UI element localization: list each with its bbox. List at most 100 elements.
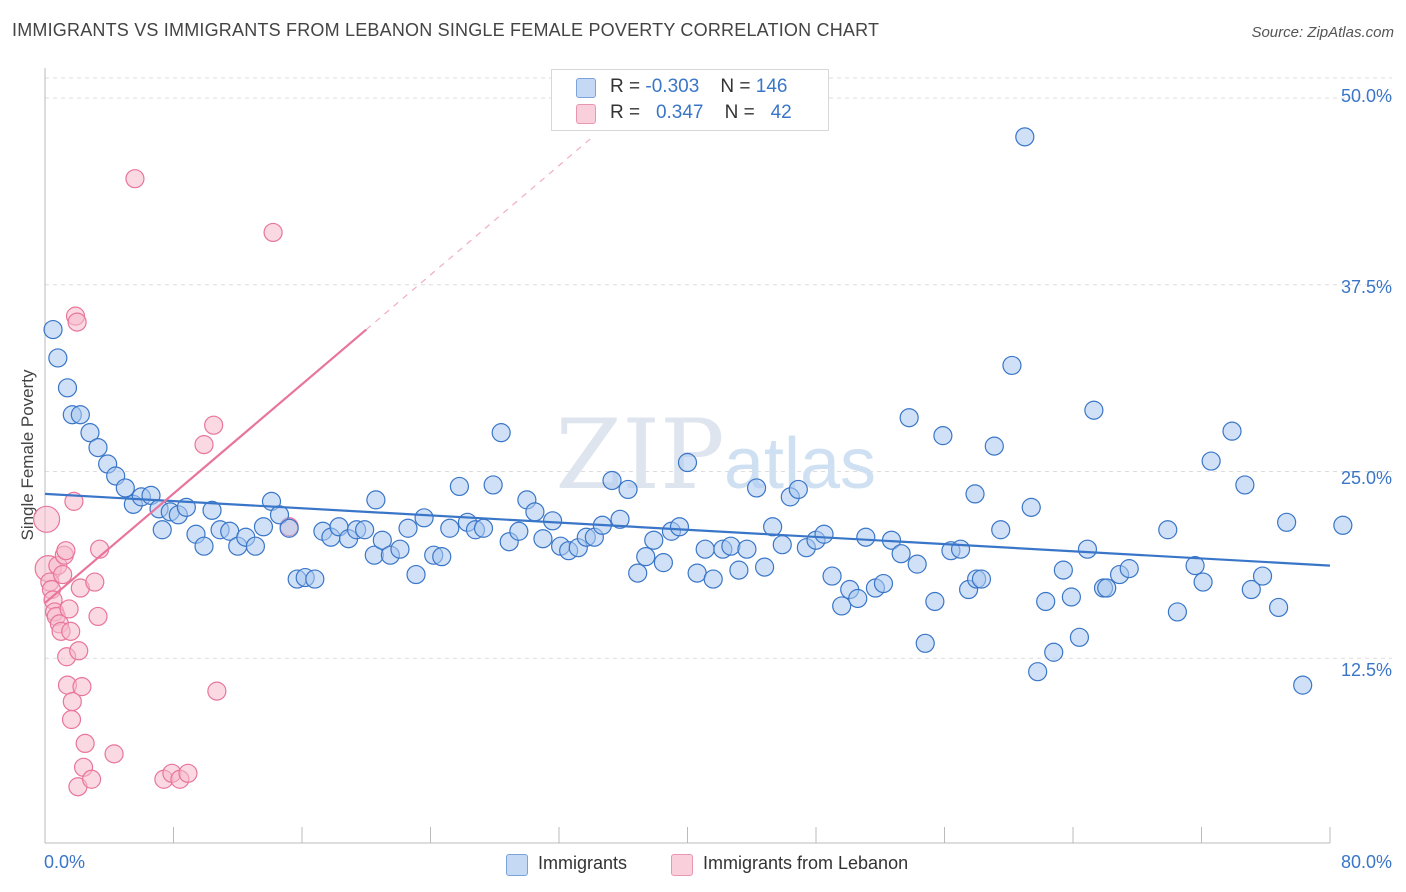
immigrants-point (814, 524, 834, 544)
y-tick-label: 37.5% (1340, 277, 1392, 297)
x-tick-label-min: 0.0% (44, 852, 86, 872)
immigrants-point (1044, 642, 1064, 662)
immigrants-point (907, 554, 927, 574)
immigrants-point (721, 536, 741, 556)
immigrants-point (1097, 578, 1117, 598)
immigrants-point (1002, 355, 1022, 376)
lebanon-point (75, 733, 95, 754)
immigrants-point (1185, 556, 1205, 576)
immigrants-point (48, 348, 68, 368)
legend-swatch-pink (671, 854, 693, 876)
trend-lines (44, 137, 1331, 604)
immigrants-point (269, 505, 290, 525)
immigrants-point (1193, 572, 1213, 592)
series-legend: Immigrants Immigrants from Lebanon (0, 852, 1406, 878)
immigrants-point (772, 535, 792, 555)
immigrants-point (1252, 566, 1273, 586)
immigrants-point (971, 569, 992, 589)
legend-label: Immigrants (538, 853, 628, 873)
immigrants-point (669, 517, 690, 537)
immigrants-point (925, 591, 945, 612)
legend-swatch-blue (506, 854, 528, 876)
immigrants-point (1277, 512, 1297, 532)
immigrants-point (856, 527, 876, 547)
immigrants-point (1028, 662, 1048, 682)
immigrants-point (414, 508, 434, 528)
immigrants-point (245, 536, 266, 556)
immigrants-point (194, 536, 214, 556)
immigrants-point (1201, 451, 1221, 471)
immigrants-point (703, 569, 723, 589)
lebanon-point (69, 641, 89, 661)
immigrants-point (449, 476, 470, 497)
immigrants-point (933, 426, 953, 446)
immigrants-point (763, 517, 783, 537)
immigrants-point (1241, 579, 1261, 600)
immigrants-points (43, 127, 1353, 695)
chart-title: IMMIGRANTS VS IMMIGRANTS FROM LEBANON SI… (12, 20, 880, 40)
lebanon-point (53, 564, 73, 585)
immigrants-point (390, 539, 410, 559)
immigrants-point (80, 423, 100, 443)
immigrants-point (746, 478, 767, 498)
immigrants-point (848, 588, 868, 609)
immigrants-point (202, 500, 222, 520)
lebanon-point (72, 677, 92, 697)
immigrants-point (398, 518, 418, 538)
immigrants-point (754, 557, 775, 577)
immigrants-point (1293, 675, 1313, 695)
lebanon-point (207, 681, 227, 701)
lebanon-point (125, 169, 145, 189)
immigrants-point (1053, 560, 1073, 580)
lebanon-points (33, 169, 299, 797)
immigrants-point (610, 509, 630, 529)
immigrants-point (788, 479, 808, 500)
n-label: N = (724, 102, 755, 123)
legend-swatch-pink (576, 104, 596, 124)
immigrants-point (628, 563, 648, 583)
lebanon-trend-line (44, 328, 367, 604)
immigrants-point (491, 423, 511, 443)
n-label: N = (720, 76, 751, 97)
immigrants-point (1036, 591, 1056, 612)
r-value: -0.303 (645, 76, 700, 97)
lebanon-point (59, 599, 79, 619)
lebanon-point (88, 606, 108, 627)
lebanon-point (85, 572, 105, 592)
lebanon-point (62, 691, 82, 712)
immigrants-point (1061, 587, 1081, 607)
immigrants-point (1222, 421, 1242, 441)
correlation-legend: R = -0.303 N = 146 R = 0.347 N = 42 (551, 69, 829, 131)
immigrants-point (366, 490, 386, 510)
lebanon-point (204, 415, 224, 435)
y-tick-label: 25.0% (1340, 468, 1392, 488)
immigrants-point (473, 518, 494, 538)
immigrants-point (950, 539, 971, 559)
legend-swatch-blue (576, 78, 596, 98)
immigrants-point (822, 566, 842, 586)
immigrants-point (644, 530, 664, 550)
immigrants-point (372, 530, 392, 550)
immigrants-point (695, 539, 715, 559)
immigrants-point (305, 569, 325, 589)
y-tick-label: 50.0% (1340, 86, 1392, 106)
immigrants-point (88, 437, 108, 458)
n-value: 42 (770, 102, 792, 123)
source-label: Source: ZipAtlas.com (1251, 24, 1394, 41)
immigrants-point (737, 539, 757, 559)
immigrants-point (525, 502, 545, 522)
lebanon-point (61, 621, 81, 641)
n-value: 146 (755, 76, 788, 97)
immigrants-point (965, 484, 985, 504)
lebanon-point (61, 709, 82, 730)
immigrants-point (440, 518, 460, 538)
immigrants-point (1333, 515, 1353, 535)
immigrants-point (1268, 597, 1289, 618)
lebanon-point (67, 312, 87, 332)
lebanon-point (56, 541, 76, 561)
y-tick-label: 12.5% (1340, 660, 1392, 680)
immigrants-point (602, 470, 622, 491)
immigrants-point (891, 544, 911, 564)
x-tick-label-max: 80.0% (1340, 852, 1392, 872)
immigrants-point (355, 520, 375, 540)
